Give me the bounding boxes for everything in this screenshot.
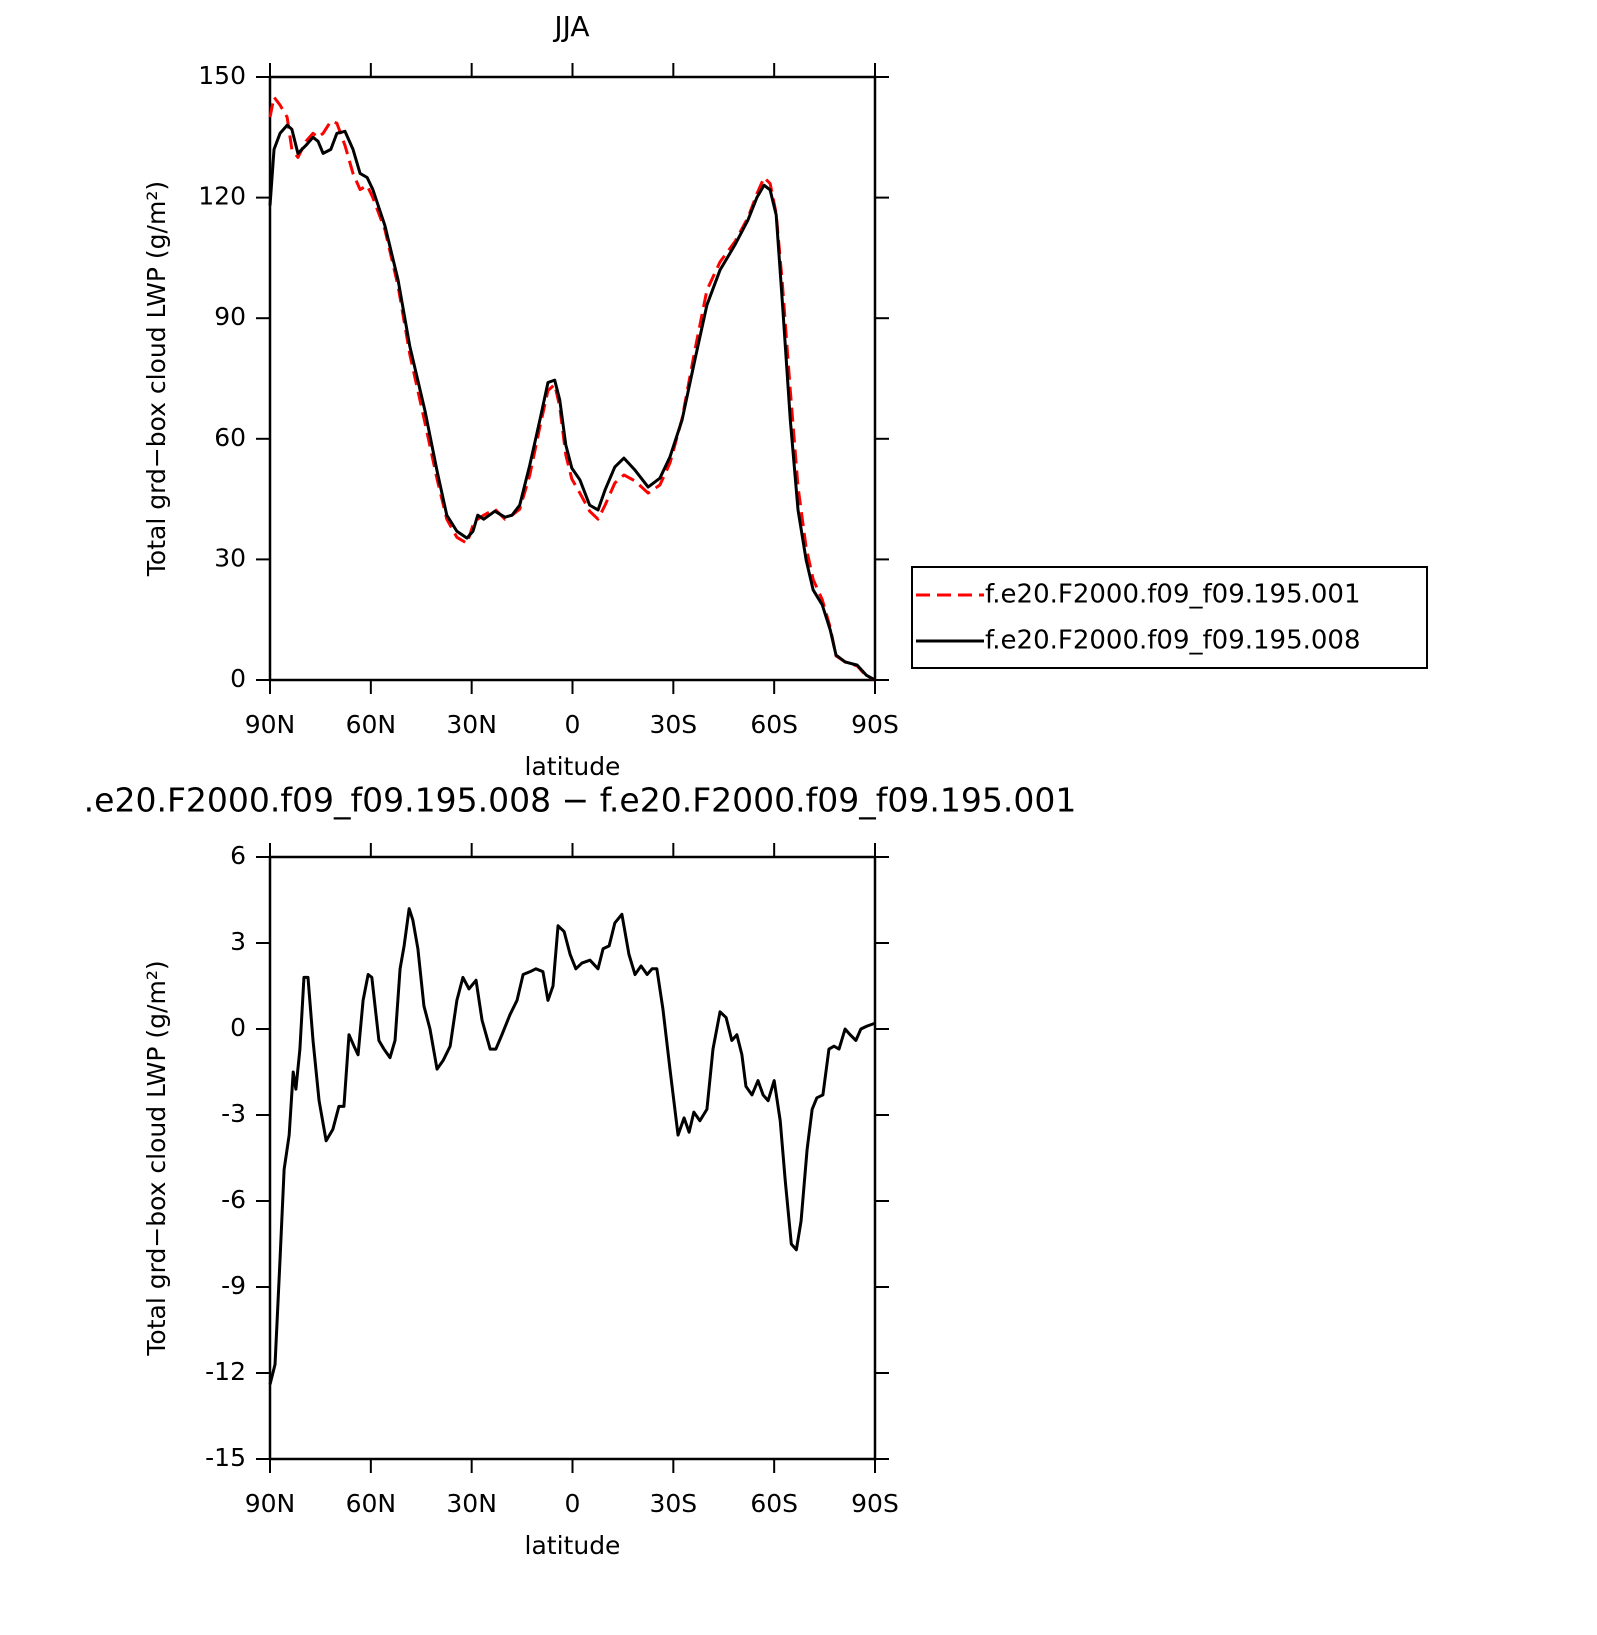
chart-title: .e20.F2000.f09_f09.195.008 − f.e20.F2000… bbox=[84, 781, 1077, 820]
x-tick-label: 60N bbox=[346, 710, 397, 739]
x-tick-label: 0 bbox=[565, 710, 581, 739]
x-tick-label: 30N bbox=[446, 1489, 497, 1518]
y-tick-label: 6 bbox=[230, 841, 246, 870]
x-tick-label: 30S bbox=[649, 1489, 697, 1518]
x-tick-label: 60S bbox=[750, 710, 798, 739]
x-tick-label: 0 bbox=[565, 1489, 581, 1518]
y-tick-label: -9 bbox=[221, 1271, 246, 1300]
legend-label: f.e20.F2000.f09_f09.195.001 bbox=[985, 580, 1361, 610]
y-tick-label: 30 bbox=[214, 543, 246, 572]
data-line bbox=[268, 907, 876, 1385]
x-tick-label: 90N bbox=[245, 710, 296, 739]
y-tick-label: 60 bbox=[214, 423, 246, 452]
x-tick-label: 90N bbox=[245, 1489, 296, 1518]
data-line bbox=[268, 123, 876, 682]
x-tick-label: 30S bbox=[649, 710, 697, 739]
x-axis-label: latitude bbox=[525, 752, 621, 781]
plot-frame bbox=[268, 75, 877, 682]
y-tick-label: 3 bbox=[230, 927, 246, 956]
legend-box bbox=[911, 566, 1428, 669]
y-tick-label: 90 bbox=[214, 302, 246, 331]
x-tick-label: 90S bbox=[851, 710, 899, 739]
y-tick-label: -3 bbox=[221, 1099, 246, 1128]
chart-title: JJA bbox=[552, 10, 589, 43]
x-tick-label: 90S bbox=[851, 1489, 899, 1518]
data-line bbox=[268, 95, 876, 682]
y-axis-label: Total grd−box cloud LWP (g/m²) bbox=[142, 181, 171, 577]
x-tick-label: 60S bbox=[750, 1489, 798, 1518]
y-tick-label: -15 bbox=[205, 1443, 246, 1472]
y-tick-label: 150 bbox=[198, 61, 246, 90]
legend-label: f.e20.F2000.f09_f09.195.008 bbox=[985, 626, 1361, 656]
y-tick-label: -12 bbox=[205, 1357, 246, 1386]
y-axis-label: Total grd−box cloud LWP (g/m²) bbox=[142, 960, 171, 1356]
x-tick-label: 30N bbox=[446, 710, 497, 739]
y-tick-label: 0 bbox=[230, 664, 246, 693]
y-tick-label: 120 bbox=[198, 182, 246, 211]
y-tick-label: -6 bbox=[221, 1185, 246, 1214]
y-tick-label: 0 bbox=[230, 1013, 246, 1042]
x-tick-label: 60N bbox=[346, 1489, 397, 1518]
x-axis-label: latitude bbox=[525, 1531, 621, 1560]
